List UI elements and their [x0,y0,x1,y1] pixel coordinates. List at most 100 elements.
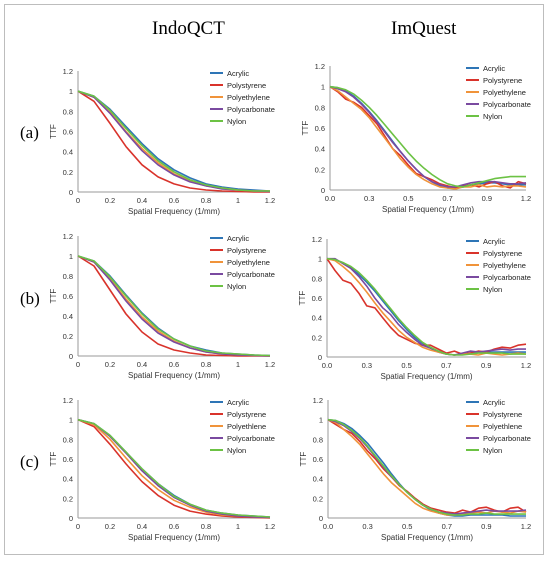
y-tick-label: 1 [69,252,73,261]
y-tick-label: 1 [319,416,323,425]
y-tick-label: 1 [69,416,73,425]
y-axis-label: TTF [301,121,310,136]
y-tick-label: 0 [69,514,73,523]
legend-entry: Polyethylene [227,258,270,267]
legend-entry: Polycarbonate [227,270,275,279]
series-line-polystyrene [327,419,527,514]
x-tick-label: 0.4 [137,522,147,531]
y-tick-label: 0.2 [63,332,73,341]
y-axis-label: TTF [49,124,58,139]
chart-panel-5: 0 0.2 0.4 0.6 0.8 1 1.2 0 0.2 0.4 0.6 0.8 1 1.2 Spatia… [49,396,275,542]
y-axis-label: TTF [49,452,58,467]
x-tick-label: 0.0 [325,194,335,203]
y-tick-label: 0 [319,514,323,523]
y-axis-label: TTF [298,291,307,306]
x-tick-label: 0.0 [323,522,333,531]
x-tick-label: 0.6 [169,360,179,369]
series-line-nylon [77,255,271,357]
row-label-b: (b) [20,289,40,308]
x-tick-label: 0.6 [169,522,179,531]
legend-entry: Polycarbonate [227,105,275,114]
y-tick-label: 0 [318,353,322,362]
x-tick-label: 0.2 [105,522,115,531]
x-tick-label: 0.8 [201,522,211,531]
x-tick-label: 0.5 [402,522,412,531]
y-tick-label: 0.8 [63,107,73,116]
y-tick-label: 1 [321,83,325,92]
legend-entry: Polystyrene [483,76,522,85]
y-tick-label: 0.4 [63,148,73,157]
legend-entry: Acrylic [483,64,505,73]
series-line-polyethylene [329,85,527,190]
x-tick-label: 0.3 [362,361,372,370]
y-tick-label: 0.8 [312,274,322,283]
series-line-polystyrene [77,418,271,519]
x-tick-label: 1.2 [265,360,275,369]
series-line-polystyrene [77,90,270,193]
x-tick-label: 0.7 [442,522,452,531]
x-tick-label: 0.0 [322,361,332,370]
x-tick-label: 0.9 [481,361,491,370]
y-tick-label: 0 [321,186,325,195]
y-tick-label: 0.4 [63,312,73,321]
x-axis-label: Spatial Frequency (1/mm) [128,371,220,380]
x-tick-label: 1 [236,360,240,369]
y-tick-label: 0.4 [312,314,322,323]
chart-panel-4: 0 0.2 0.4 0.6 0.8 1 1.2 0.0 0.3 0.5 0.7 0.9 1.2 Spati… [298,235,531,381]
y-tick-label: 0.2 [63,168,73,177]
y-tick-label: 0.4 [313,475,323,484]
x-tick-label: 0.7 [442,194,452,203]
y-tick-label: 0.6 [63,128,73,137]
y-tick-label: 0.8 [315,103,325,112]
x-axis-label: Spatial Frequency (1/mm) [128,207,220,216]
y-tick-label: 0 [69,188,73,197]
y-tick-label: 0.4 [63,475,73,484]
x-tick-label: 0 [76,522,80,531]
y-tick-label: 0.8 [63,435,73,444]
legend-entry: Nylon [227,282,246,291]
x-axis-label: Spatial Frequency (1/mm) [128,533,220,542]
series-line-nylon [326,257,526,356]
y-tick-label: 0.6 [312,294,322,303]
legend-entry: Acrylic [227,398,249,407]
y-tick-label: 0.8 [313,435,323,444]
x-tick-label: 1.2 [265,196,275,205]
series-line-polycarbonate [329,85,527,188]
legend-entry: Polycarbonate [483,434,531,443]
x-tick-label: 0.3 [362,522,372,531]
legend-entry: Nylon [483,285,502,294]
legend-entry: Acrylic [227,69,249,78]
y-tick-label: 1.2 [312,235,322,244]
x-tick-label: 1.2 [521,361,531,370]
x-tick-label: 0 [76,196,80,205]
y-tick-label: 0.2 [315,165,325,174]
x-tick-label: 0.4 [137,360,147,369]
x-tick-label: 0.3 [364,194,374,203]
y-axis-label: TTF [299,452,308,467]
legend-entry: Acrylic [227,234,249,243]
legend-entry: Acrylic [483,398,505,407]
x-axis-label: Spatial Frequency (1/mm) [380,372,472,381]
y-tick-label: 0.2 [63,494,73,503]
figure-frame [4,4,544,555]
legend-entry: Polystyrene [483,249,522,258]
x-tick-label: 1.2 [521,194,531,203]
legend-entry: Polycarbonate [483,100,531,109]
x-tick-label: 1.2 [265,522,275,531]
x-tick-label: 1 [236,522,240,531]
column-title-indoqct: IndoQCT [152,18,225,39]
series-line-polycarbonate [77,255,271,357]
legend-entry: Polyethylene [227,93,270,102]
series-line-polystyrene [77,255,270,357]
y-tick-label: 0.2 [312,333,322,342]
chart-panel-6: 0 0.2 0.4 0.6 0.8 1 1.2 0.0 0.3 0.5 0.7 0.9 1.2 Spati… [299,396,531,542]
legend-entry: Nylon [483,112,502,121]
x-tick-label: 0.9 [481,522,491,531]
column-title-imquest: ImQuest [391,18,457,39]
legend-entry: Polycarbonate [483,273,531,282]
x-tick-label: 0.6 [169,196,179,205]
legend-entry: Acrylic [483,237,505,246]
x-tick-label: 0.7 [441,361,451,370]
y-tick-label: 1.2 [63,232,73,241]
